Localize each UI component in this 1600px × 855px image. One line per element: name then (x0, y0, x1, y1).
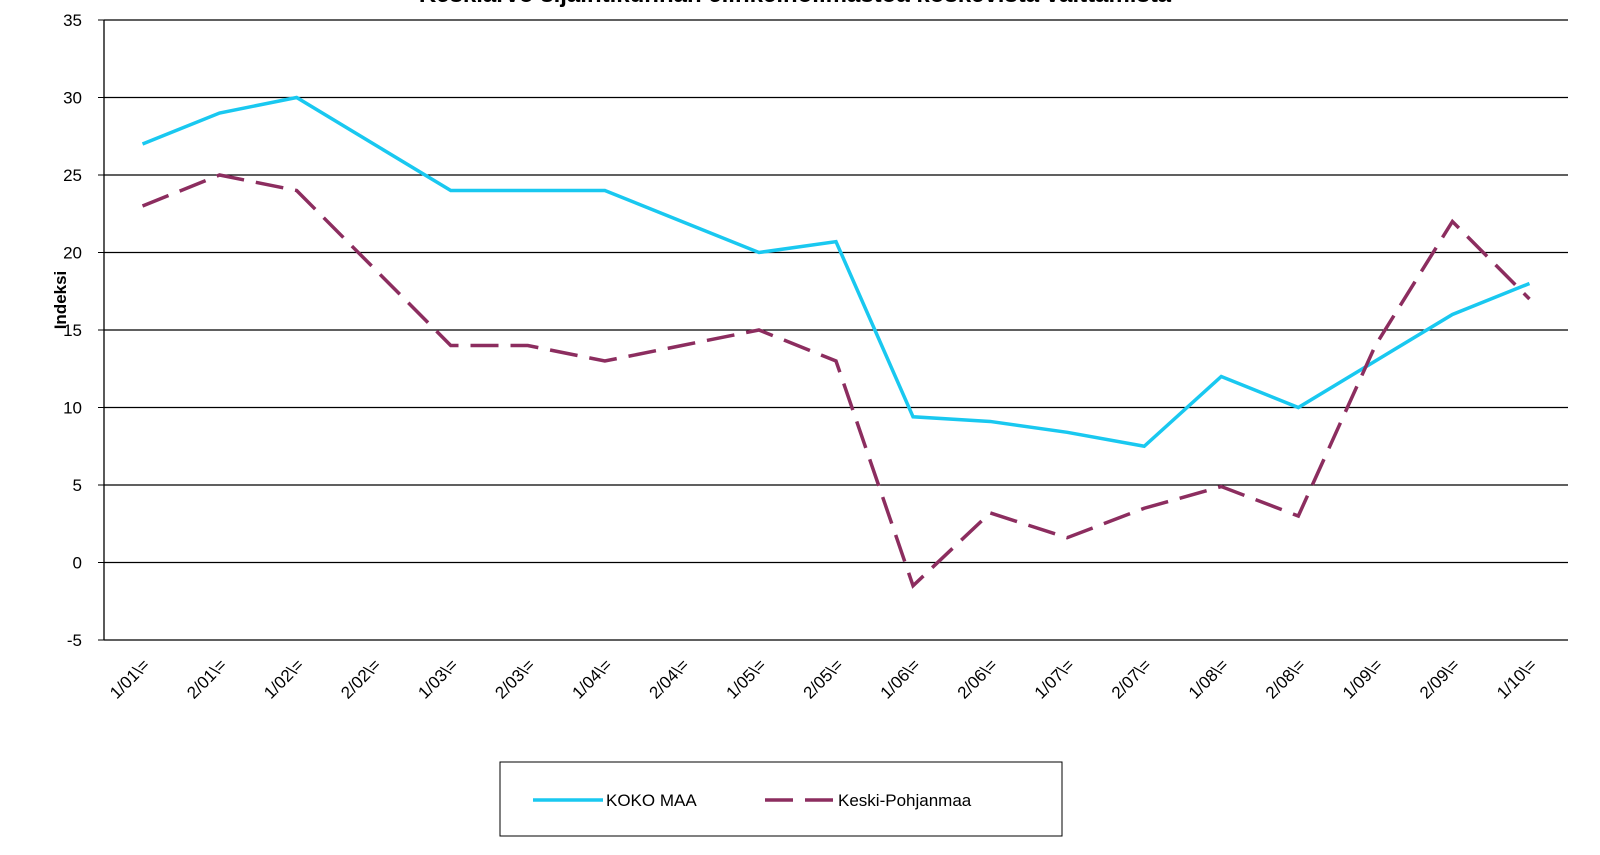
y-tick-label: 15 (63, 321, 82, 340)
x-tick-label: 1/07\= (1031, 655, 1078, 702)
x-tick-label: 1/05\= (723, 655, 770, 702)
y-tick-label: 0 (73, 554, 82, 573)
y-tick-label: 20 (63, 244, 82, 263)
x-tick-label: 2/01\= (183, 655, 230, 702)
x-tick-label: 1/01\= (106, 655, 153, 702)
series-line (141, 95, 1531, 449)
y-tick-label: 30 (63, 89, 82, 108)
x-tick-label: 2/08\= (1262, 655, 1309, 702)
chart-title: Keskiarvo sijaintikunnan elinkeinoilmast… (419, 0, 1172, 8)
x-tick-label: 2/04\= (646, 655, 693, 702)
x-tick-label: 2/07\= (1108, 655, 1155, 702)
legend-label: KOKO MAA (606, 791, 697, 810)
x-tick-label: 1/04\= (568, 655, 615, 702)
series-line (141, 173, 1531, 589)
x-tick-label: 2/09\= (1416, 655, 1463, 702)
y-tick-label: 5 (73, 476, 82, 495)
x-tick-label: 1/09\= (1339, 655, 1386, 702)
x-tick-label: 1/02\= (260, 655, 307, 702)
x-tick-label: 1/10\= (1493, 655, 1540, 702)
legend-label: Keski-Pohjanmaa (838, 791, 972, 810)
x-tick-label: 1/06\= (877, 655, 924, 702)
y-tick-label: -5 (67, 631, 82, 650)
x-tick-label: 2/03\= (491, 655, 538, 702)
x-tick-label: 2/02\= (337, 655, 384, 702)
x-tick-label: 1/03\= (414, 655, 461, 702)
y-tick-label: 10 (63, 399, 82, 418)
x-tick-label: 1/08\= (1185, 655, 1232, 702)
x-tick-label: 2/05\= (800, 655, 847, 702)
y-tick-label: 25 (63, 166, 82, 185)
x-tick-label: 2/06\= (954, 655, 1001, 702)
y-tick-label: 35 (63, 11, 82, 30)
y-axis-label: Indeksi (51, 271, 70, 330)
